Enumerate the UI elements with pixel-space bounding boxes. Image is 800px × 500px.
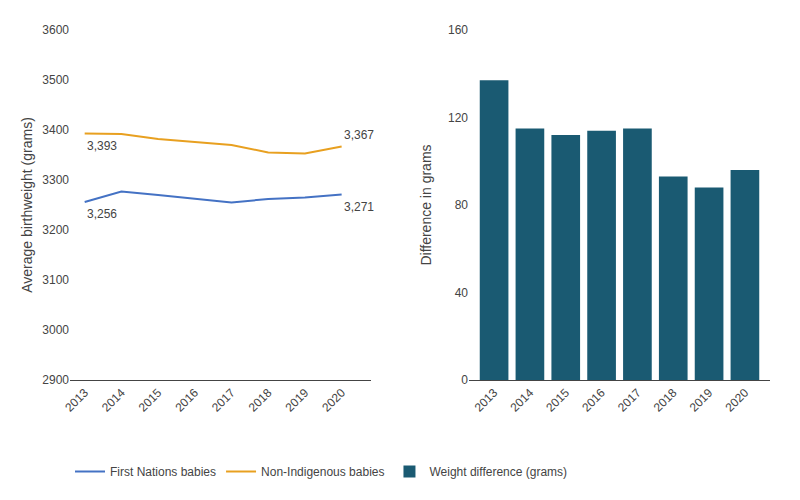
svg-text:2020: 2020 bbox=[723, 386, 752, 415]
svg-text:160: 160 bbox=[448, 23, 468, 37]
svg-text:2014: 2014 bbox=[99, 386, 128, 415]
svg-text:Non-Indigenous babies: Non-Indigenous babies bbox=[261, 465, 384, 479]
svg-text:120: 120 bbox=[448, 111, 468, 125]
svg-text:2015: 2015 bbox=[543, 386, 572, 415]
svg-text:3,271: 3,271 bbox=[344, 200, 374, 214]
svg-text:3000: 3000 bbox=[42, 323, 69, 337]
svg-text:3600: 3600 bbox=[42, 23, 69, 37]
svg-text:0: 0 bbox=[461, 373, 468, 387]
svg-text:40: 40 bbox=[455, 286, 469, 300]
svg-text:3,256: 3,256 bbox=[87, 207, 117, 221]
svg-text:2900: 2900 bbox=[42, 373, 69, 387]
svg-text:2016: 2016 bbox=[172, 386, 201, 415]
svg-text:2017: 2017 bbox=[209, 386, 238, 415]
svg-text:2019: 2019 bbox=[283, 386, 312, 415]
svg-text:2020: 2020 bbox=[319, 386, 348, 415]
svg-text:2015: 2015 bbox=[136, 386, 165, 415]
svg-text:2013: 2013 bbox=[472, 386, 501, 415]
svg-text:2016: 2016 bbox=[579, 386, 608, 415]
svg-text:2014: 2014 bbox=[508, 386, 537, 415]
svg-text:2013: 2013 bbox=[62, 386, 91, 415]
svg-text:Weight difference (grams): Weight difference (grams) bbox=[429, 465, 567, 479]
svg-text:3500: 3500 bbox=[42, 73, 69, 87]
svg-text:Average birthweight (grams): Average birthweight (grams) bbox=[19, 117, 35, 293]
svg-text:3400: 3400 bbox=[42, 123, 69, 137]
svg-text:First Nations babies: First Nations babies bbox=[110, 465, 216, 479]
svg-text:2017: 2017 bbox=[615, 386, 644, 415]
svg-text:3100: 3100 bbox=[42, 273, 69, 287]
svg-text:3,393: 3,393 bbox=[87, 139, 117, 153]
svg-text:Difference in grams: Difference in grams bbox=[418, 144, 434, 265]
svg-text:3300: 3300 bbox=[42, 173, 69, 187]
svg-text:2019: 2019 bbox=[687, 386, 716, 415]
svg-text:80: 80 bbox=[455, 198, 469, 212]
svg-text:2018: 2018 bbox=[246, 386, 275, 415]
svg-text:3200: 3200 bbox=[42, 223, 69, 237]
svg-text:2018: 2018 bbox=[651, 386, 680, 415]
svg-text:3,367: 3,367 bbox=[344, 128, 374, 142]
